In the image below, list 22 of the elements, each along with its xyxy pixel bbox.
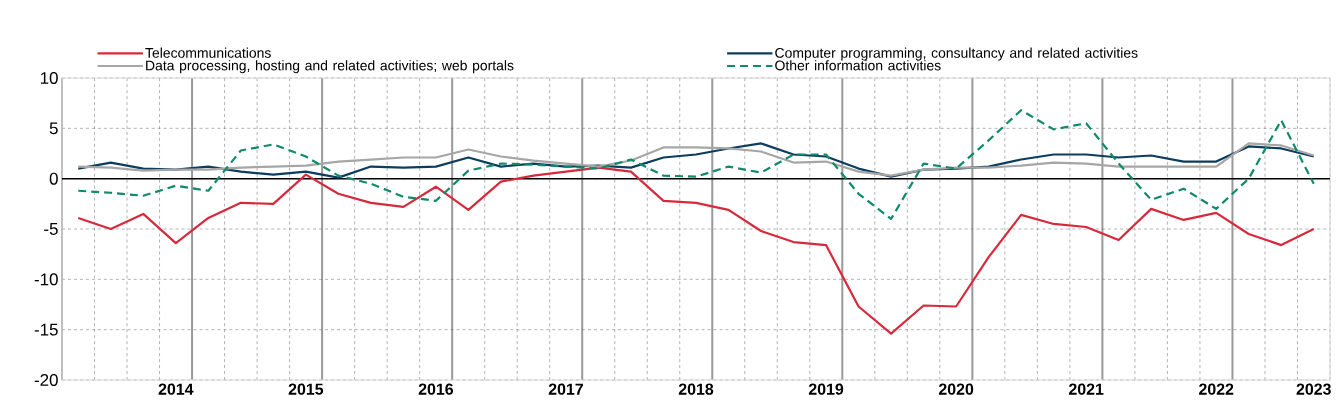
y-tick-label: -5 xyxy=(44,223,58,235)
x-tick-label: 2021 xyxy=(1068,383,1104,395)
y-tick-label: -10 xyxy=(34,273,58,286)
x-tick-label: 2018 xyxy=(678,383,714,395)
x-tick-label: 2019 xyxy=(808,383,844,395)
y-tick-label: 10 xyxy=(40,72,58,84)
legend-label: Data processing, hosting and related activities; web portals xyxy=(146,60,514,74)
legend-label: Telecommunications xyxy=(145,47,271,58)
legend-label: Other information activities xyxy=(775,60,941,71)
y-tick-label: 0 xyxy=(49,172,58,185)
x-tick-label: 2015 xyxy=(288,383,324,395)
x-tick-label: 2022 xyxy=(1199,383,1234,395)
y-tick-label: -20 xyxy=(34,374,58,386)
x-tick-label: 2014 xyxy=(158,383,194,395)
line-series xyxy=(77,109,1315,221)
x-tick-label: 2023 xyxy=(1296,383,1331,395)
y-tick-label: -15 xyxy=(34,323,58,336)
x-tick-label: 2017 xyxy=(548,383,583,395)
y-tick-label: 5 xyxy=(49,122,58,135)
x-tick-label: 2016 xyxy=(418,383,454,395)
legend-label: Computer programming, consultancy and related activities xyxy=(775,47,1138,61)
x-tick-label: 2020 xyxy=(938,383,974,395)
